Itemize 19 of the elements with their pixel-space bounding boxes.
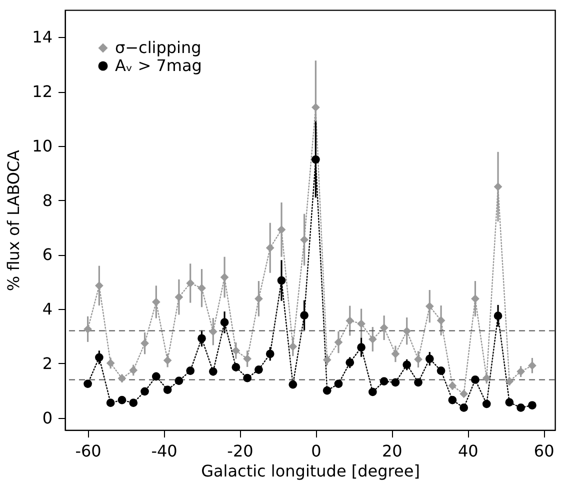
y-tick-label: 14 [32,28,52,47]
y-tick-label: 6 [42,245,52,264]
x-tick-label: -60 [75,442,102,460]
y-tick-label: 4 [42,300,52,319]
y-axis-title: % flux of LABOCA [4,150,24,292]
legend-label: σ−clipping [115,38,202,57]
y-tick-label: 12 [32,82,52,102]
x-tick-label: -20 [227,442,254,460]
y-tick-label: 10 [32,136,52,156]
legend-label: Aᵥ > 7mag [115,56,202,75]
y-tick-label: 8 [42,190,52,210]
x-tick-label: 20 [382,442,402,460]
y-tick-label: 0 [42,408,52,428]
x-tick-label: 40 [458,442,478,460]
x-axis-title: Galactic longitude [degree] [201,462,420,480]
y-tick-label: 2 [42,354,52,373]
x-tick-label: -40 [151,442,178,460]
x-tick-label: 0 [311,442,322,460]
x-tick-label: 60 [534,442,554,460]
